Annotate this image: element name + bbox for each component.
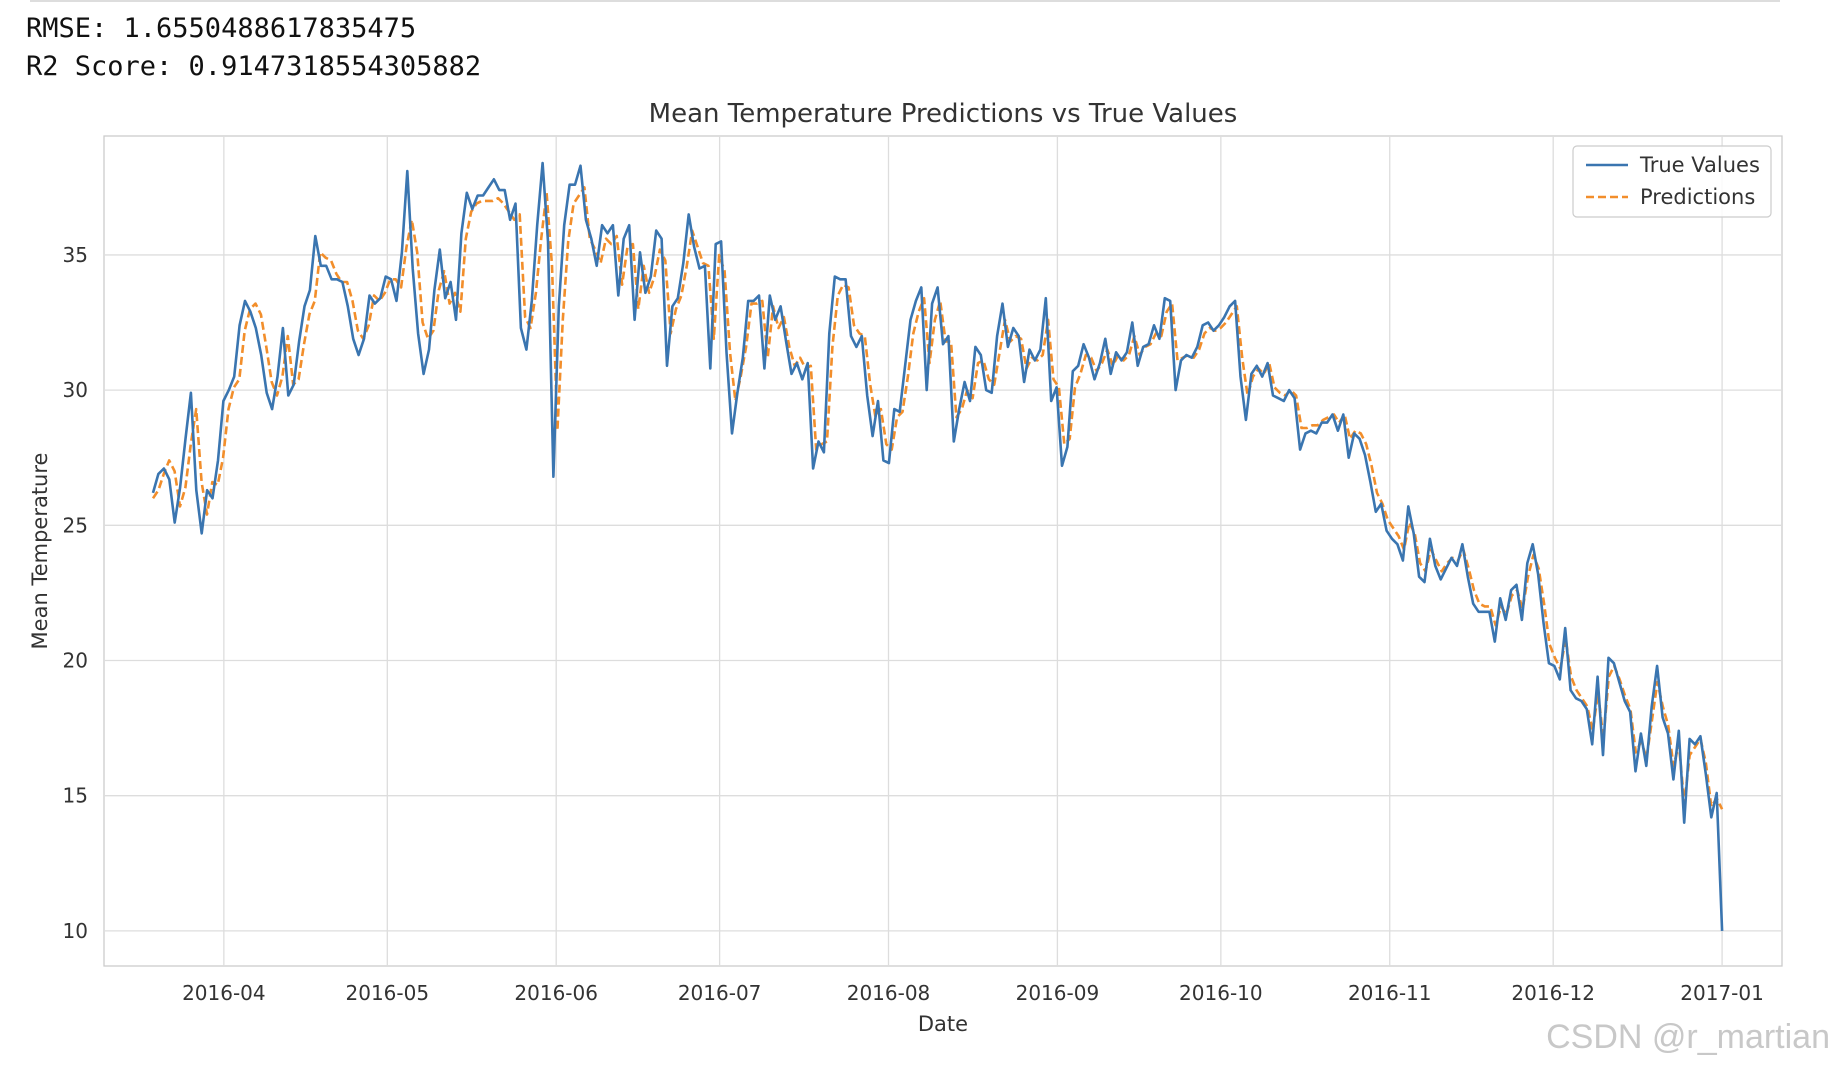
chart-title: Mean Temperature Predictions vs True Val…	[649, 99, 1238, 129]
x-tick-label: 2016-06	[514, 981, 598, 1005]
top-divider	[30, 0, 1780, 2]
rmse-text: RMSE: 1.6550488617835475	[26, 13, 417, 44]
y-tick-label: 20	[63, 648, 88, 672]
r2-score-text: R2 Score: 0.9147318554305882	[26, 51, 482, 82]
metrics-output: RMSE: 1.6550488617835475 R2 Score: 0.914…	[26, 10, 481, 86]
y-tick-labels: 10 15 20 25 30 35	[63, 243, 88, 943]
x-tick-label: 2016-07	[678, 981, 762, 1005]
legend: True Values Predictions	[1572, 145, 1772, 218]
grid	[104, 136, 1782, 966]
x-tick-label: 2016-08	[847, 981, 931, 1005]
y-tick-label: 15	[63, 784, 88, 808]
true-values-line	[151, 161, 1724, 931]
x-tick-label: 2016-04	[182, 981, 266, 1005]
x-axis-label: Date	[918, 1012, 968, 1036]
series-layer	[151, 161, 1724, 931]
y-tick-label: 35	[63, 243, 88, 267]
y-tick-label: 25	[63, 513, 88, 537]
plot-area	[103, 135, 1783, 967]
x-tick-label: 2016-05	[346, 981, 430, 1005]
y-tick-label: 10	[63, 919, 88, 943]
y-tick-label: 30	[63, 378, 88, 402]
x-tick-label: 2016-11	[1348, 981, 1432, 1005]
x-tick-label: 2016-09	[1016, 981, 1100, 1005]
x-tick-label: 2016-12	[1511, 981, 1595, 1005]
x-tick-label: 2016-10	[1179, 981, 1263, 1005]
x-tick-label: 2017-01	[1680, 981, 1764, 1005]
legend-true-values-label: True Values	[1639, 153, 1760, 177]
y-axis-label: Mean Temperature	[28, 453, 52, 650]
watermark-text: CSDN @r_martian	[1546, 1018, 1830, 1056]
legend-predictions-label: Predictions	[1640, 185, 1755, 209]
x-tick-labels: 2016-04 2016-05 2016-06 2016-07 2016-08 2016-…	[182, 981, 1764, 1005]
